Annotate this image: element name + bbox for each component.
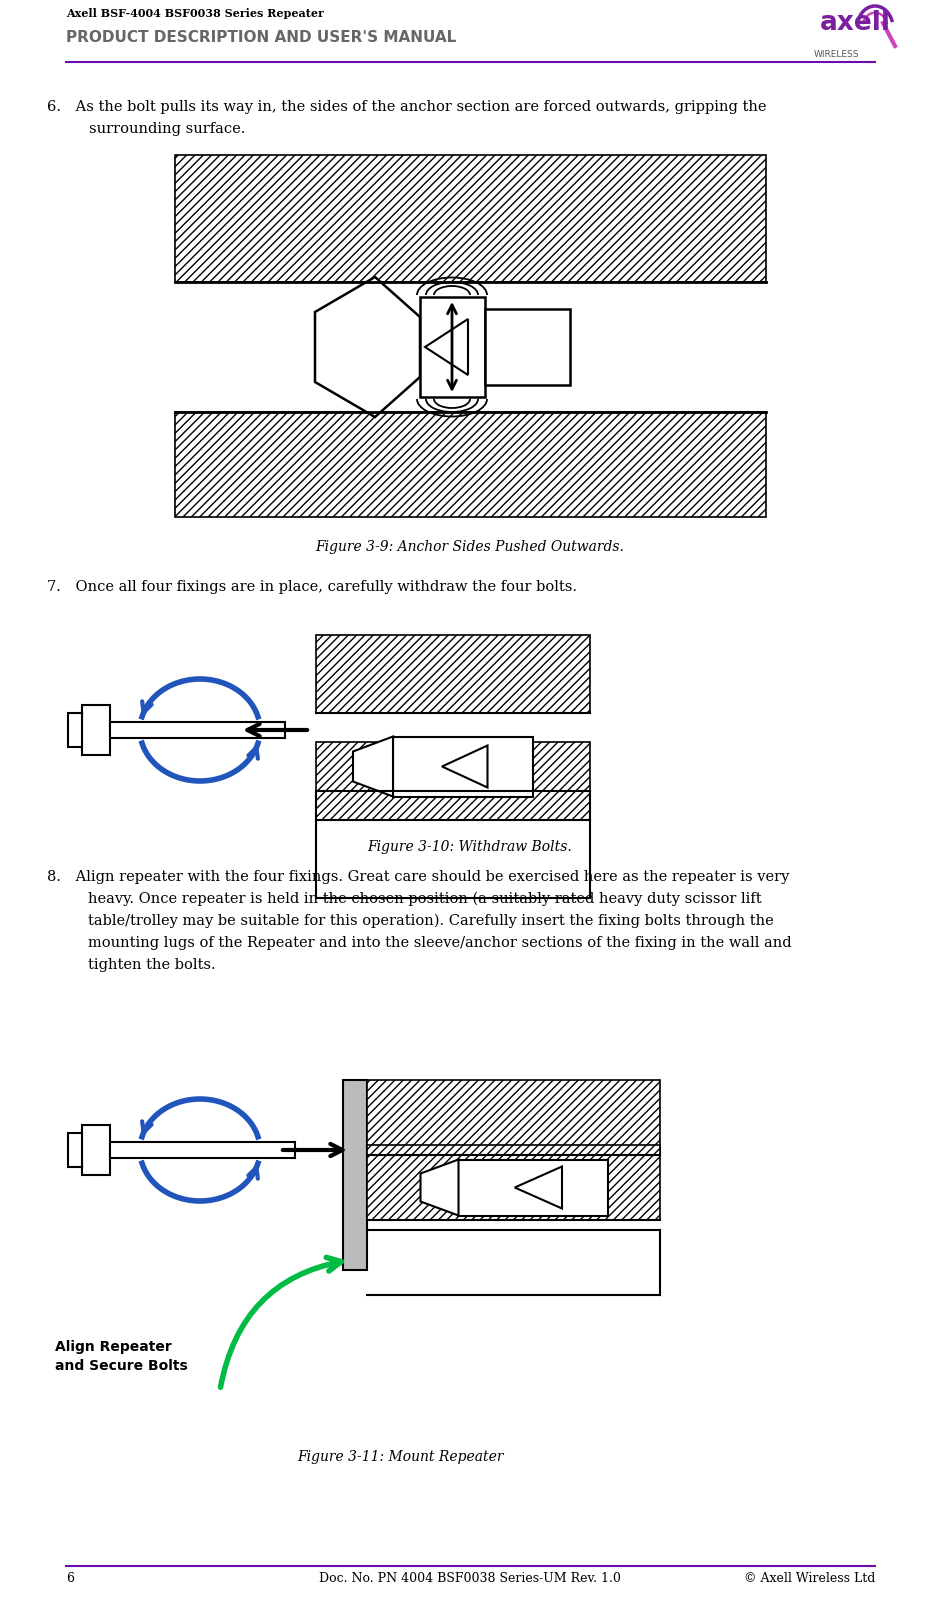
Text: Doc. No. PN 4004 BSF0038 Series-UM Rev. 1.0: Doc. No. PN 4004 BSF0038 Series-UM Rev. … bbox=[319, 1571, 621, 1586]
Bar bbox=[82, 706, 110, 755]
Polygon shape bbox=[353, 736, 393, 797]
Bar bbox=[175, 411, 766, 517]
Polygon shape bbox=[442, 746, 487, 787]
Text: Figure 3-11: Mount Repeater: Figure 3-11: Mount Repeater bbox=[296, 1450, 503, 1464]
Polygon shape bbox=[315, 277, 420, 418]
Bar bbox=[110, 1142, 295, 1158]
Bar bbox=[316, 635, 590, 714]
Bar bbox=[458, 1160, 609, 1216]
Text: Align Repeater
and Secure Bolts: Align Repeater and Secure Bolts bbox=[55, 1341, 188, 1373]
Text: Axell BSF-4004 BSF0038 Series Repeater: Axell BSF-4004 BSF0038 Series Repeater bbox=[66, 8, 324, 19]
Bar bbox=[393, 736, 533, 797]
Polygon shape bbox=[421, 1160, 458, 1216]
Text: 8. Align repeater with the four fixings. Great care should be exercised here as : 8. Align repeater with the four fixings.… bbox=[47, 870, 789, 883]
Text: Figure 3-10: Withdraw Bolts.: Figure 3-10: Withdraw Bolts. bbox=[368, 840, 572, 854]
Text: mounting lugs of the Repeater and into the sleeve/anchor sections of the fixing : mounting lugs of the Repeater and into t… bbox=[88, 936, 791, 950]
Polygon shape bbox=[515, 1166, 562, 1208]
Bar bbox=[343, 1080, 367, 1270]
Text: heavy. Once repeater is held in the chosen position (a suitably rated heavy duty: heavy. Once repeater is held in the chos… bbox=[88, 893, 761, 906]
Polygon shape bbox=[425, 318, 468, 374]
Text: 7. Once all four fixings are in place, carefully withdraw the four bolts.: 7. Once all four fixings are in place, c… bbox=[47, 579, 577, 594]
Text: axell: axell bbox=[820, 10, 891, 35]
Text: tighten the bolts.: tighten the bolts. bbox=[88, 958, 215, 971]
Bar bbox=[367, 1146, 660, 1219]
Bar bbox=[68, 714, 82, 747]
Bar bbox=[367, 1080, 660, 1155]
Bar bbox=[485, 309, 570, 386]
Bar bbox=[420, 298, 485, 397]
Text: surrounding surface.: surrounding surface. bbox=[89, 122, 246, 136]
Bar bbox=[82, 1125, 110, 1174]
Text: 6: 6 bbox=[66, 1571, 74, 1586]
Text: © Axell Wireless Ltd: © Axell Wireless Ltd bbox=[743, 1571, 875, 1586]
Text: Figure 3-9: Anchor Sides Pushed Outwards.: Figure 3-9: Anchor Sides Pushed Outwards… bbox=[315, 541, 625, 554]
Text: 6. As the bolt pulls its way in, the sides of the anchor section are forced outw: 6. As the bolt pulls its way in, the sid… bbox=[47, 99, 767, 114]
Bar bbox=[316, 742, 590, 819]
Bar bbox=[110, 722, 285, 738]
Text: WIRELESS: WIRELESS bbox=[813, 50, 859, 59]
Bar bbox=[68, 1133, 82, 1166]
Text: table/trolley may be suitable for this operation). Carefully insert the fixing b: table/trolley may be suitable for this o… bbox=[88, 914, 774, 928]
Bar bbox=[175, 155, 766, 282]
Text: PRODUCT DESCRIPTION AND USER'S MANUAL: PRODUCT DESCRIPTION AND USER'S MANUAL bbox=[66, 30, 456, 45]
